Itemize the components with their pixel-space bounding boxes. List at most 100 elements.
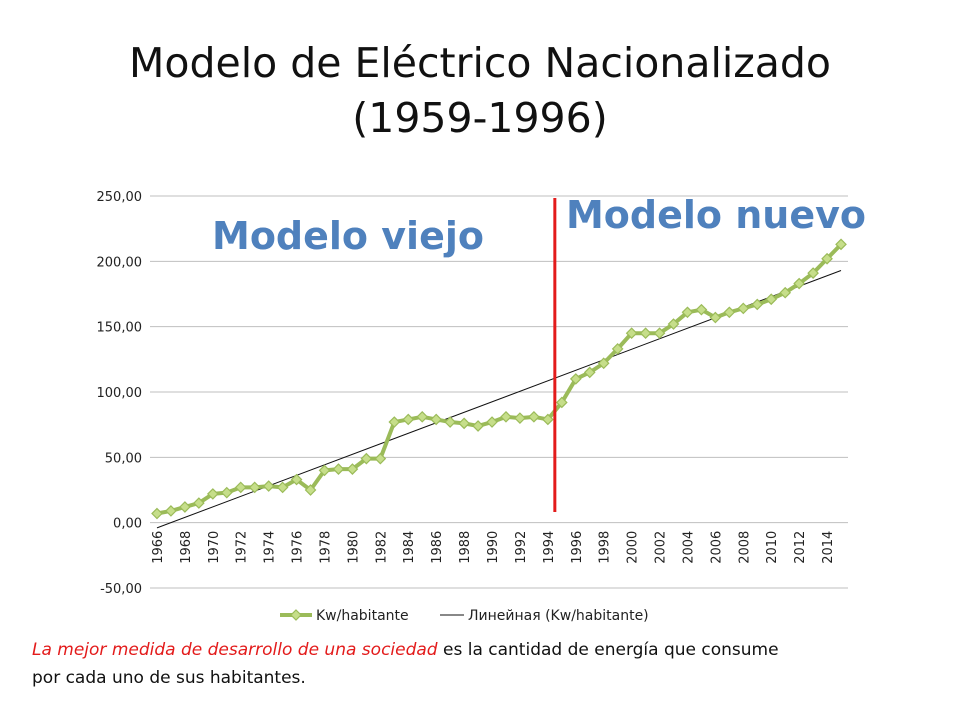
y-axis-tick-labels: 250,00 200,00 150,00 100,00 50,00 0,00 -50,00 [97,190,143,597]
data-point [360,452,373,465]
data-point [332,463,345,475]
data-point [346,463,359,475]
data-point [276,481,289,494]
data-point [765,293,778,306]
data-point [695,303,708,316]
data-point [486,416,498,428]
x-tick-label: 1972 [235,531,250,564]
title-line-2: (1959-1996) [352,94,608,142]
data-point [611,343,624,355]
data-point [388,416,401,428]
data-point [444,416,456,428]
y-tick-label: -50,00 [100,582,142,597]
data-point [290,473,303,486]
x-tick-label: 1992 [514,531,529,564]
data-point [793,277,805,290]
grid-lines [150,195,848,589]
x-tick-label: 1968 [179,531,194,564]
legend-label-trendline: Линейная (Kw/habitante) [468,608,649,624]
data-point [709,311,722,324]
x-tick-label: 2012 [793,531,808,564]
data-point [723,306,736,319]
data-point [472,420,484,432]
marker-layer [151,238,847,520]
data-point [528,410,540,423]
data-point [416,410,429,423]
x-tick-label: 2010 [765,531,780,564]
line-chart: 250,00200,00150,00100,0050,000,00-50,00 … [97,190,867,624]
data-point [625,327,638,340]
footer-highlight: La mejor medida de desarrollo de una soc… [32,640,438,660]
data-point [751,298,764,311]
footer-rest: es la cantidad de energía que consume po… [32,640,779,688]
data-point [667,318,680,330]
data-point [234,481,247,494]
data-point [653,327,666,340]
y-tick-label: 150,00 [97,321,143,336]
series-line-kw-habitante [156,242,843,516]
annotation-modelo-viejo: Modelo viejo [212,214,484,258]
x-tick-label: 1990 [486,531,501,564]
x-tick-label: 1988 [458,531,473,564]
data-point [430,413,443,426]
title-line-1: Modelo de Eléctrico Nacionalizado [128,39,831,87]
data-point [639,327,652,340]
data-point [737,302,750,315]
data-point [807,267,819,279]
legend-marker-kw-habitante [290,609,302,621]
data-point [681,306,694,319]
data-point [220,486,233,499]
x-tick-label: 1998 [598,531,613,564]
annotation-layer: Modelo viejo Modelo nuevo [211,192,866,259]
x-tick-label: 1996 [570,531,585,564]
legend-label-kw-habitante: Kw/habitante [316,608,409,624]
data-point [304,484,317,496]
x-tick-label: 2006 [709,531,724,564]
x-tick-label: 2004 [681,531,696,564]
y-tick-label: 50,00 [105,451,142,466]
x-tick-label: 1982 [374,531,389,564]
x-tick-label: 2014 [821,531,836,564]
x-tick-label: 1978 [319,531,334,564]
x-axis-tick-labels: 1966 1968 1970 1972 1974 1976 1978 1980 1982 1984… [151,531,836,564]
data-point [542,413,554,426]
annotation-modelo-nuevo: Modelo nuevo [566,193,866,237]
data-point [514,412,526,424]
data-point [779,286,792,299]
legend: Kw/habitante Линейная (Kw/habitante) [280,608,649,624]
x-tick-label: 1970 [207,531,222,564]
series-layer [156,242,843,516]
data-point [248,481,261,494]
y-tick-label: 200,00 [97,255,143,270]
x-tick-label: 2002 [654,531,669,564]
footer-note: La mejor medida de desarrollo de una soc… [32,636,792,692]
data-point [569,373,582,385]
x-tick-label: 1974 [263,531,278,564]
x-tick-label: 2000 [626,531,641,564]
slide-title: Modelo de Eléctrico Nacionalizado (1959-… [40,36,920,146]
y-tick-label: 250,00 [97,190,143,205]
data-point [402,413,415,426]
data-point [458,417,470,430]
data-point [821,252,833,265]
x-tick-label: 1980 [346,531,361,564]
data-point [374,452,387,465]
data-point [597,357,610,370]
x-tick-label: 1986 [430,531,445,564]
x-tick-label: 1984 [402,531,417,564]
data-point [179,501,191,513]
x-tick-label: 2008 [737,531,752,564]
data-point [555,396,568,409]
data-point [206,488,219,500]
data-point [500,410,512,423]
y-tick-label: 0,00 [113,517,142,532]
data-point [583,366,596,379]
data-point [318,464,331,477]
x-tick-label: 1994 [542,531,557,564]
data-point [165,505,177,517]
x-tick-label: 1966 [151,531,166,564]
data-point [151,507,163,520]
y-tick-label: 100,00 [97,386,143,401]
data-point [193,497,205,509]
data-point [835,238,847,251]
